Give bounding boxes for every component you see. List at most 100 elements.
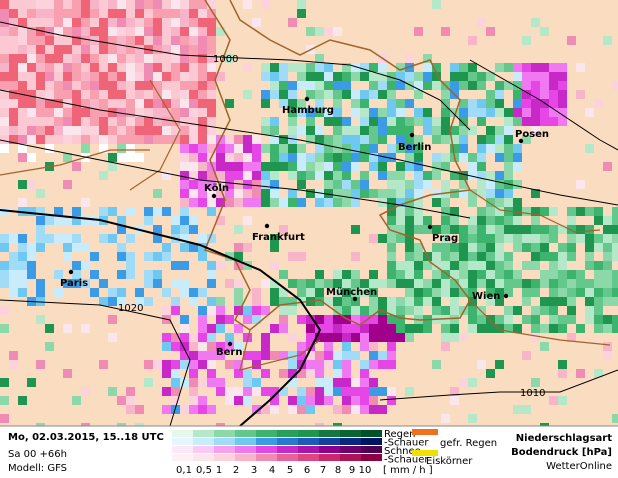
precip-cell <box>432 162 441 171</box>
precip-cell <box>369 261 378 270</box>
precip-cell <box>90 252 99 261</box>
precip-cell <box>396 396 405 405</box>
precip-cell <box>333 207 342 216</box>
precip-cell <box>216 306 225 315</box>
precip-cell <box>603 18 612 27</box>
precip-cell <box>117 36 126 45</box>
precip-cell <box>18 18 27 27</box>
precip-cell <box>432 18 441 27</box>
precip-cell <box>81 81 90 90</box>
precip-cell <box>459 99 468 108</box>
precip-cell <box>234 54 243 63</box>
precip-cell <box>207 90 216 99</box>
precip-cell <box>297 360 306 369</box>
precip-cell <box>225 342 234 351</box>
precip-cell <box>495 405 504 414</box>
precip-cell <box>279 0 288 9</box>
precip-cell <box>522 36 531 45</box>
precip-cell <box>18 369 27 378</box>
precip-cell <box>9 144 18 153</box>
precip-cell <box>252 207 261 216</box>
precip-cell <box>27 414 36 423</box>
precip-cell <box>558 135 567 144</box>
precip-cell <box>612 153 618 162</box>
precip-cell <box>396 369 405 378</box>
precip-cell <box>198 63 207 72</box>
precip-cell <box>558 108 567 117</box>
precip-cell <box>414 36 423 45</box>
precip-cell <box>324 270 333 279</box>
precip-cell <box>153 378 162 387</box>
precip-cell <box>585 180 594 189</box>
precip-cell <box>216 126 225 135</box>
precip-cell <box>171 45 180 54</box>
precip-cell <box>144 414 153 423</box>
precip-cell <box>198 198 207 207</box>
precip-cell <box>234 180 243 189</box>
precip-cell <box>27 351 36 360</box>
precip-cell <box>234 279 243 288</box>
precip-cell <box>243 27 252 36</box>
city-dot <box>427 224 433 230</box>
precip-cell <box>18 9 27 18</box>
precip-cell <box>117 234 126 243</box>
precip-cell <box>225 405 234 414</box>
precip-cell <box>234 153 243 162</box>
precip-cell <box>504 297 513 306</box>
precip-cell <box>549 207 558 216</box>
precip-cell <box>288 324 297 333</box>
precip-cell <box>234 216 243 225</box>
precip-cell <box>522 414 531 423</box>
precip-cell <box>315 144 324 153</box>
precip-cell <box>36 342 45 351</box>
precip-cell <box>450 81 459 90</box>
precip-cell <box>126 279 135 288</box>
precip-cell <box>594 279 603 288</box>
precip-cell <box>486 297 495 306</box>
precip-cell <box>180 72 189 81</box>
precip-cell <box>126 180 135 189</box>
precip-cell <box>432 45 441 54</box>
precip-cell <box>441 270 450 279</box>
precip-cell <box>612 360 618 369</box>
precip-cell <box>126 90 135 99</box>
precip-cell <box>432 0 441 9</box>
precip-cell <box>135 144 144 153</box>
precip-cell <box>558 261 567 270</box>
precip-cell <box>387 297 396 306</box>
precip-cell <box>450 144 459 153</box>
precip-cell <box>225 27 234 36</box>
precip-cell <box>567 270 576 279</box>
precip-cell <box>324 171 333 180</box>
precip-cell <box>36 414 45 423</box>
precip-cell <box>18 171 27 180</box>
precip-cell <box>450 54 459 63</box>
precip-cell <box>522 0 531 9</box>
precip-cell <box>414 261 423 270</box>
precip-cell <box>414 270 423 279</box>
precip-cell <box>450 360 459 369</box>
precip-cell <box>423 198 432 207</box>
precip-cell <box>225 9 234 18</box>
precip-cell <box>288 9 297 18</box>
precip-cell <box>513 333 522 342</box>
precip-cell <box>486 45 495 54</box>
precip-cell <box>36 288 45 297</box>
precip-cell <box>54 81 63 90</box>
precip-cell <box>594 180 603 189</box>
precip-cell <box>441 0 450 9</box>
precip-cell <box>333 378 342 387</box>
precip-cell <box>279 414 288 423</box>
precip-cell <box>567 333 576 342</box>
precip-cell <box>612 18 618 27</box>
precip-cell <box>486 333 495 342</box>
precip-cell <box>324 315 333 324</box>
precip-cell <box>432 72 441 81</box>
precip-cell <box>297 216 306 225</box>
precip-cell <box>90 162 99 171</box>
precip-cell <box>585 0 594 9</box>
precip-cell <box>243 117 252 126</box>
precip-cell <box>171 36 180 45</box>
precip-cell <box>450 351 459 360</box>
precip-cell <box>90 288 99 297</box>
